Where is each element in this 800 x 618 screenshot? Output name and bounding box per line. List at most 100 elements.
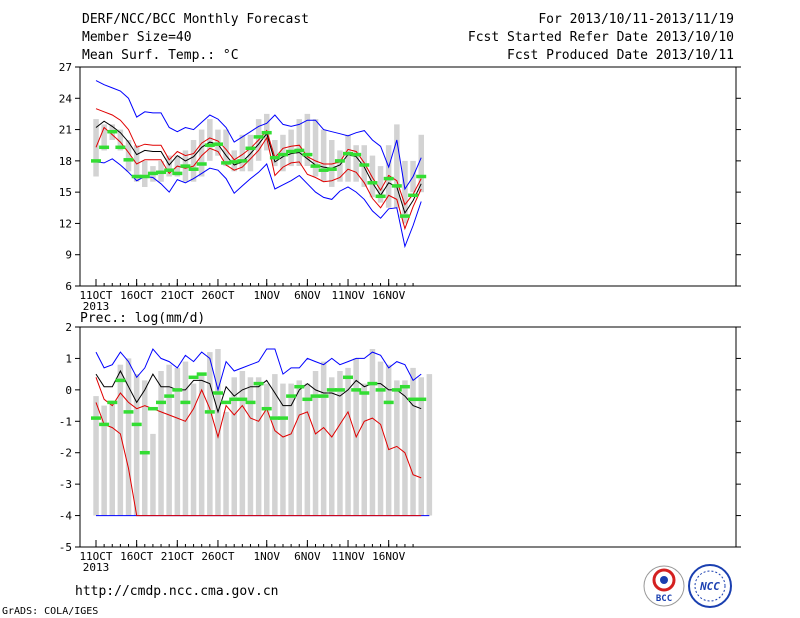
range-bar (288, 129, 294, 167)
series-line-max (95, 348, 422, 392)
header-variable: Mean Surf. Temp.: °C (82, 48, 239, 63)
series-line-max (95, 80, 422, 191)
x-tick-label: 26OCT (201, 289, 234, 302)
y-tick-label: -3 (59, 478, 72, 491)
y-tick-label: 1 (65, 352, 72, 365)
range-bar (142, 160, 148, 187)
range-bar (101, 124, 107, 151)
x-tick-label: 11OCT (79, 289, 112, 302)
x-tick-label: 21OCT (161, 550, 194, 563)
range-bar (320, 361, 327, 516)
x-tick-label: 11NOV (331, 550, 364, 563)
y-tick-label: -4 (59, 510, 73, 523)
range-bar (329, 140, 335, 187)
x-tick-label: 16NOV (372, 550, 405, 563)
range-bar (117, 364, 124, 516)
y-tick-label: 24 (59, 92, 73, 105)
range-bar (312, 119, 319, 177)
header-start-date: Fcst Started Refer Date 2013/10/10 (468, 30, 734, 45)
range-bar (190, 383, 197, 516)
range-bar (166, 155, 172, 177)
range-bar (272, 374, 278, 516)
ncc-logo: NCC (688, 564, 732, 608)
x-tick-label: 26OCT (201, 550, 234, 563)
header-period: For 2013/10/11-2013/11/19 (538, 12, 734, 27)
range-bar (418, 377, 424, 516)
range-bar (280, 383, 286, 516)
bcc-logo-text: BCC (656, 594, 672, 604)
range-bar (304, 383, 311, 516)
x-tick-label: 1NOV (253, 289, 280, 302)
precip-subtitle: Prec.: log(mm/d) (80, 311, 205, 326)
range-bar (369, 349, 376, 516)
y-tick-label: 9 (65, 249, 72, 262)
range-bar (402, 160, 408, 224)
y-tick-label: 6 (65, 280, 72, 293)
y-tick-label: -1 (59, 415, 72, 428)
range-bar (345, 134, 351, 182)
range-bar (288, 383, 294, 516)
x-tick-label: 11OCT (79, 550, 112, 563)
range-bar (264, 383, 270, 516)
y-tick-label: 12 (59, 217, 72, 230)
x-tick-label: 11NOV (331, 289, 364, 302)
range-bar (369, 155, 376, 198)
range-bar (353, 145, 359, 182)
range-bar (101, 405, 107, 516)
range-bar (394, 124, 400, 208)
range-bar (418, 134, 424, 193)
range-bar (142, 380, 148, 516)
range-bar (320, 129, 327, 182)
range-bar (93, 396, 99, 516)
y-tick-label: 18 (59, 155, 72, 168)
x-tick-label: 16OCT (120, 550, 153, 563)
range-bar (247, 377, 254, 516)
y-tick-label: 15 (59, 186, 72, 199)
range-bar (125, 140, 132, 172)
range-bar (385, 364, 392, 516)
range-bar (255, 377, 262, 516)
y-tick-label: -2 (59, 447, 72, 460)
x-tick-sublabel: 2013 (83, 300, 110, 313)
range-bar (93, 119, 99, 177)
series-line-spread-lower (95, 402, 422, 517)
series-line-spread-upper (95, 108, 422, 206)
series-line-spread-lower (95, 126, 422, 231)
range-bar (223, 129, 229, 167)
range-bar (198, 374, 205, 516)
range-bar (402, 380, 408, 516)
series-line-mean (95, 120, 422, 215)
range-bar (223, 411, 229, 516)
range-bar (215, 349, 221, 516)
x-tick-label: 1NOV (253, 550, 280, 563)
range-bar (426, 374, 433, 516)
header-member-size: Member Size=40 (82, 30, 192, 45)
range-bar (158, 371, 164, 516)
range-bar (296, 119, 302, 166)
range-bar (272, 140, 278, 167)
range-bar (207, 119, 213, 161)
range-bar (109, 402, 115, 516)
range-bar (337, 371, 343, 516)
range-bar (239, 134, 246, 172)
footer-url: http://cmdp.ncc.cma.gov.cn (75, 584, 279, 599)
range-bar (207, 352, 213, 516)
range-bar (133, 374, 140, 516)
header-produced-date: Fcst Produced Date 2013/10/11 (507, 48, 734, 63)
y-tick-label: 27 (59, 61, 72, 74)
range-bar (312, 371, 319, 516)
range-bar (150, 433, 156, 516)
header-title: DERF/NCC/BCC Monthly Forecast (82, 12, 309, 27)
y-tick-label: 21 (59, 124, 72, 137)
x-tick-sublabel: 2013 (83, 561, 110, 574)
range-bar (329, 377, 335, 516)
range-bar (125, 358, 132, 516)
x-tick-label: 16OCT (120, 289, 153, 302)
range-bar (231, 377, 237, 516)
y-tick-label: 0 (65, 384, 72, 397)
range-bar (190, 140, 197, 182)
range-bar (198, 129, 205, 177)
series-line-min (95, 158, 422, 249)
